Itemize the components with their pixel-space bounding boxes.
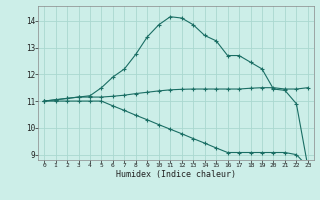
X-axis label: Humidex (Indice chaleur): Humidex (Indice chaleur) [116, 170, 236, 179]
